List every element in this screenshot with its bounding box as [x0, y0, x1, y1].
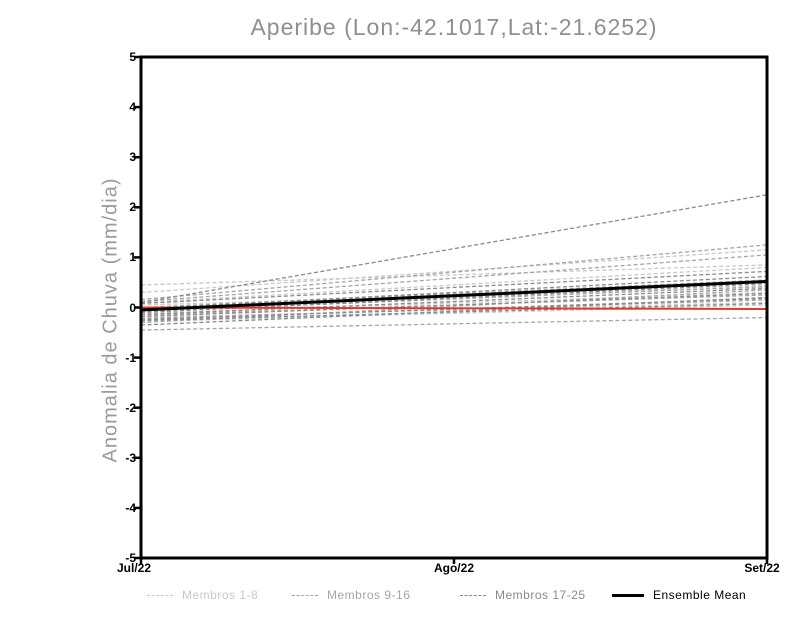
y-tick-label-5: 5	[129, 50, 136, 64]
y-tick-label-4: 4	[129, 100, 136, 115]
y-tick-label-3: 3	[129, 150, 136, 165]
member-line-18	[140, 270, 768, 305]
y-tick-label--3: -3	[125, 450, 136, 465]
y-tick-label--4: -4	[125, 500, 136, 515]
member-line-24	[140, 302, 768, 322]
member-line-3	[140, 266, 768, 304]
y-tick-label-1: 1	[129, 250, 136, 265]
member-line-7	[140, 304, 768, 323]
ensemble-mean-line	[140, 279, 768, 312]
legend-solid-line-swatch	[612, 593, 644, 597]
y-tick-label--2: -2	[125, 400, 136, 415]
y-tick-label-2: 2	[129, 200, 136, 215]
legend-label: Membros 17-25	[495, 588, 586, 602]
y-tick-label-0: 0	[129, 300, 136, 315]
legend-label: Membros 1-8	[182, 588, 259, 602]
member-line-25	[140, 296, 768, 326]
member-line-1	[140, 264, 768, 286]
x-tick-label-set-22: Set/22	[744, 561, 780, 575]
member-line-17	[140, 194, 768, 304]
member-line-9	[140, 244, 768, 301]
chart-title: Aperibe (Lon:-42.1017,Lat:-21.6252)	[250, 14, 658, 40]
legend-item-membros-9-16: Membros 9-16	[292, 588, 410, 602]
y-tick-label--1: -1	[125, 350, 136, 365]
legend-item-ensemble-mean: Ensemble Mean	[612, 588, 746, 602]
zero-reference-line	[140, 306, 768, 311]
legend-item-membros-1-8: Membros 1-8	[147, 588, 258, 602]
y-tick-label--5: -5	[125, 551, 136, 565]
member-line-22	[140, 292, 768, 318]
legend-item-membros-17-25: Membros 17-25	[460, 588, 586, 602]
member-line-21	[140, 287, 768, 316]
legend-dashed-line-swatch	[147, 594, 173, 596]
x-tick-label-jul-22: Jul/22	[116, 561, 152, 575]
member-line-19	[140, 275, 768, 310]
legend-label: Membros 9-16	[327, 588, 411, 602]
member-line-2	[140, 249, 768, 294]
member-line-10	[140, 254, 768, 303]
legend-label: Ensemble Mean	[653, 588, 747, 602]
legend-dashed-line-swatch	[292, 594, 318, 596]
x-tick-label-ago-22: Ago/22	[433, 561, 474, 575]
legend-dashed-line-swatch	[460, 594, 486, 596]
member-line-16	[140, 316, 768, 331]
